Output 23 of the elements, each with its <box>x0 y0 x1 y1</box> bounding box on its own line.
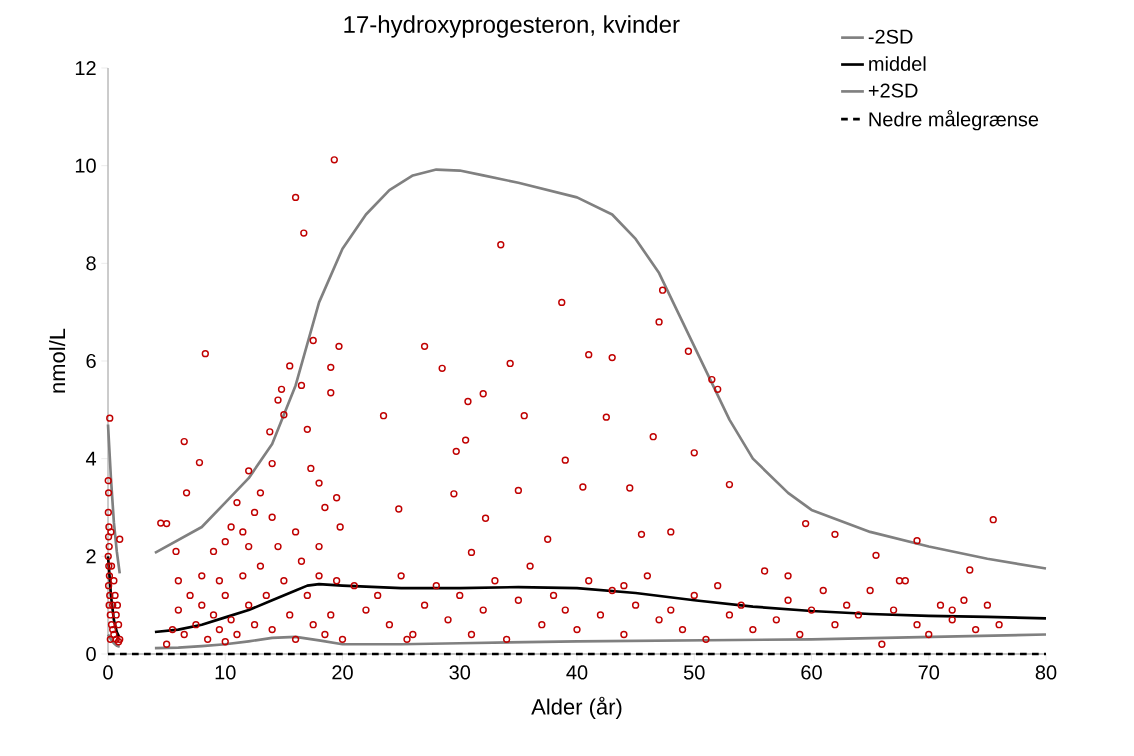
x-tick-label: 40 <box>566 665 588 680</box>
y-tick-label: 12 <box>75 61 96 75</box>
y-tick-label: 6 <box>86 353 96 369</box>
x-tick-label: 80 <box>1035 665 1057 680</box>
y-tick-label: 10 <box>75 158 96 173</box>
x-tick-label: 0 <box>103 665 113 680</box>
legend-label: Nedre målegrænse <box>869 110 1039 131</box>
x-tick-label: 60 <box>801 665 822 680</box>
y-axis-title: nmol/L <box>49 328 66 393</box>
y-tick-label: 0 <box>86 646 96 662</box>
x-tick-label: 10 <box>215 665 236 680</box>
x-tick-label: 50 <box>683 665 705 680</box>
y-tick-label: 8 <box>86 256 96 271</box>
x-tick-label: 30 <box>449 665 471 680</box>
legend-label: middel <box>869 56 926 71</box>
chart-title: 17-hydroxyprogesteron, kvinder <box>344 15 680 38</box>
x-tick-label: 70 <box>918 665 940 680</box>
x-axis-title: Alder (år) <box>531 696 622 719</box>
x-tick-label: 20 <box>332 665 353 680</box>
y-tick-label: 4 <box>85 451 97 466</box>
legend-label: -2SD <box>868 29 913 44</box>
legend-label: +2SD <box>868 83 918 98</box>
y-tick-label: 2 <box>86 549 96 564</box>
